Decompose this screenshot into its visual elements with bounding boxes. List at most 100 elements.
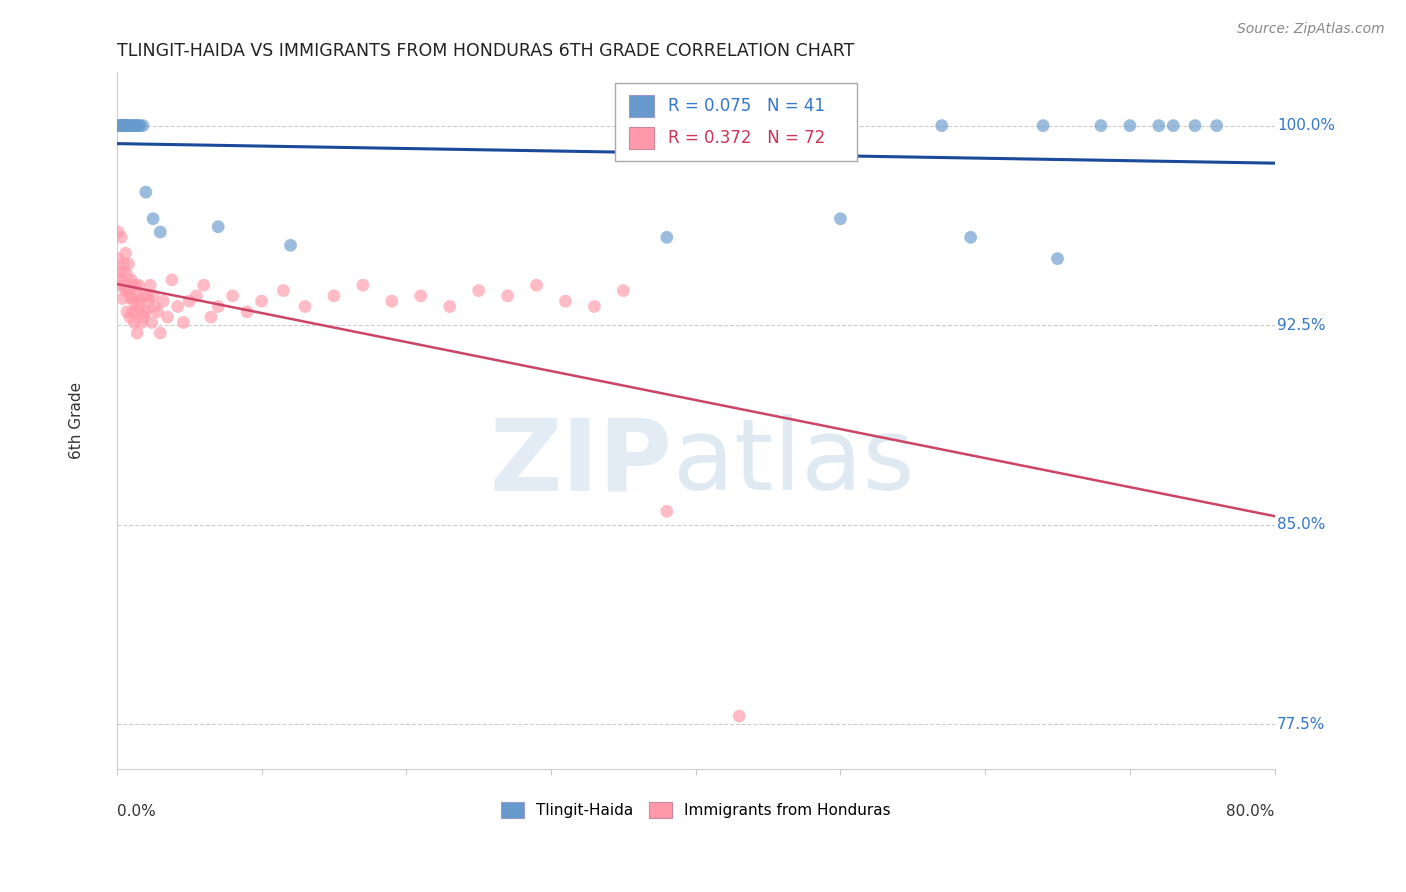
Text: 92.5%: 92.5%: [1277, 318, 1326, 333]
Point: [110, 119, 132, 133]
Text: R = 0.372   N = 72: R = 0.372 N = 72: [668, 129, 825, 147]
Point: [112, 278, 135, 293]
Point: [132, 289, 155, 303]
Point: [294, 300, 316, 314]
Point: [1032, 119, 1054, 133]
Point: [1161, 119, 1184, 133]
Point: [120, 292, 142, 306]
Point: [655, 504, 678, 518]
Point: [271, 284, 294, 298]
Point: [132, 310, 155, 325]
Point: [111, 119, 134, 133]
Point: [166, 300, 188, 314]
Point: [111, 265, 134, 279]
Point: [107, 225, 129, 239]
Point: [120, 119, 142, 133]
Point: [207, 300, 229, 314]
Point: [115, 305, 138, 319]
Legend: Tlingit-Haida, Immigrants from Honduras: Tlingit-Haida, Immigrants from Honduras: [495, 797, 897, 824]
Point: [193, 278, 215, 293]
Text: 100.0%: 100.0%: [1277, 118, 1334, 133]
Point: [131, 315, 153, 329]
Point: [141, 315, 163, 329]
Point: [114, 119, 136, 133]
Text: R = 0.075   N = 41: R = 0.075 N = 41: [668, 97, 825, 115]
Point: [128, 119, 150, 133]
Point: [112, 119, 135, 133]
Point: [554, 294, 576, 309]
Point: [128, 300, 150, 314]
Point: [118, 289, 141, 303]
Point: [115, 119, 138, 133]
Point: [583, 300, 606, 314]
Point: [125, 119, 148, 133]
FancyBboxPatch shape: [614, 83, 856, 161]
Point: [655, 230, 678, 244]
Point: [135, 305, 157, 319]
Point: [381, 294, 404, 309]
Point: [250, 294, 273, 309]
Point: [1046, 252, 1069, 266]
Point: [118, 310, 141, 325]
Point: [117, 119, 139, 133]
Text: 6th Grade: 6th Grade: [69, 383, 84, 459]
Text: 77.5%: 77.5%: [1277, 716, 1326, 731]
Point: [728, 709, 751, 723]
Point: [132, 119, 155, 133]
Point: [323, 289, 346, 303]
Point: [114, 119, 136, 133]
Point: [221, 289, 243, 303]
Point: [160, 273, 183, 287]
Point: [139, 278, 162, 293]
Point: [280, 238, 302, 252]
Text: 0.0%: 0.0%: [117, 805, 156, 819]
Point: [118, 119, 141, 133]
Point: [467, 284, 489, 298]
Point: [120, 273, 142, 287]
Point: [152, 294, 174, 309]
Point: [122, 294, 145, 309]
Point: [135, 185, 157, 199]
Point: [112, 257, 135, 271]
Point: [1147, 119, 1170, 133]
Point: [1119, 119, 1142, 133]
Point: [439, 300, 461, 314]
Point: [108, 119, 131, 133]
Point: [108, 265, 131, 279]
Point: [149, 225, 172, 239]
Point: [108, 278, 131, 293]
Text: Source: ZipAtlas.com: Source: ZipAtlas.com: [1237, 22, 1385, 37]
Point: [931, 119, 953, 133]
Point: [110, 119, 132, 133]
Point: [136, 289, 159, 303]
Point: [236, 305, 259, 319]
Point: [117, 284, 139, 298]
Point: [612, 284, 634, 298]
Point: [146, 305, 169, 319]
Point: [121, 278, 143, 293]
Point: [142, 211, 165, 226]
Point: [830, 211, 852, 226]
Point: [134, 305, 156, 319]
Point: [107, 119, 129, 133]
Point: [108, 119, 131, 133]
Point: [117, 257, 139, 271]
Point: [959, 230, 981, 244]
Point: [149, 326, 172, 340]
Point: [110, 273, 132, 287]
Point: [186, 289, 208, 303]
Text: atlas: atlas: [672, 414, 914, 511]
Point: [142, 289, 165, 303]
Text: TLINGIT-HAIDA VS IMMIGRANTS FROM HONDURAS 6TH GRADE CORRELATION CHART: TLINGIT-HAIDA VS IMMIGRANTS FROM HONDURA…: [117, 42, 855, 60]
Point: [207, 219, 229, 234]
Point: [352, 278, 374, 293]
Point: [156, 310, 179, 325]
Text: 80.0%: 80.0%: [1226, 805, 1275, 819]
Point: [526, 278, 548, 293]
Point: [1205, 119, 1227, 133]
Point: [127, 289, 149, 303]
Point: [1184, 119, 1206, 133]
Point: [121, 305, 143, 319]
FancyBboxPatch shape: [628, 127, 654, 149]
Point: [172, 315, 194, 329]
